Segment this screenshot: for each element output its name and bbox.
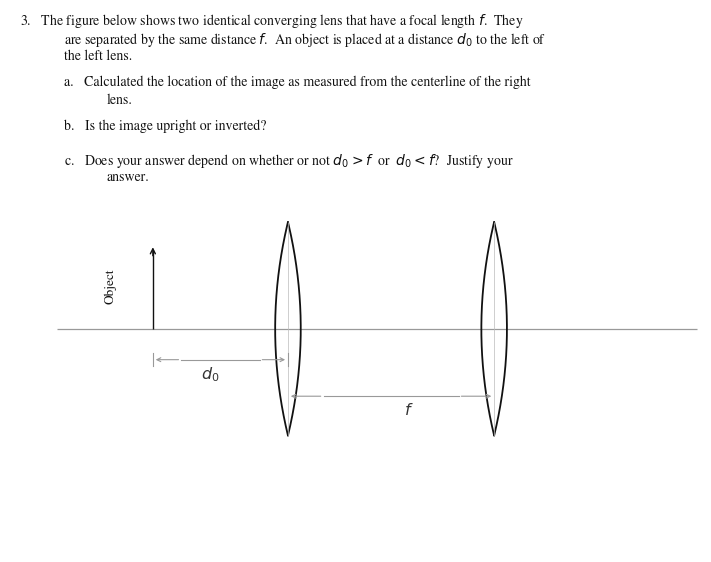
Text: Object: Object — [104, 269, 117, 305]
Text: are separated by the same distance $f$.  An object is placed at a distance $d_0$: are separated by the same distance $f$. … — [64, 31, 546, 49]
Text: the left lens.: the left lens. — [64, 49, 132, 63]
Text: a.   Calculated the location of the image as measured from the centerline of the: a. Calculated the location of the image … — [64, 75, 530, 89]
Text: b.   Is the image upright or inverted?: b. Is the image upright or inverted? — [64, 120, 267, 133]
Text: lens.: lens. — [107, 94, 132, 107]
Text: 3.   The figure below shows two identical converging lens that have a focal leng: 3. The figure below shows two identical … — [20, 12, 523, 30]
Text: $d_0$: $d_0$ — [201, 365, 219, 384]
Text: answer.: answer. — [107, 170, 149, 184]
Text: $f$: $f$ — [404, 402, 414, 418]
Text: c.   Does your answer depend on whether or not $d_0 > f$  or  $d_0 < f$?  Justif: c. Does your answer depend on whether or… — [64, 152, 514, 170]
